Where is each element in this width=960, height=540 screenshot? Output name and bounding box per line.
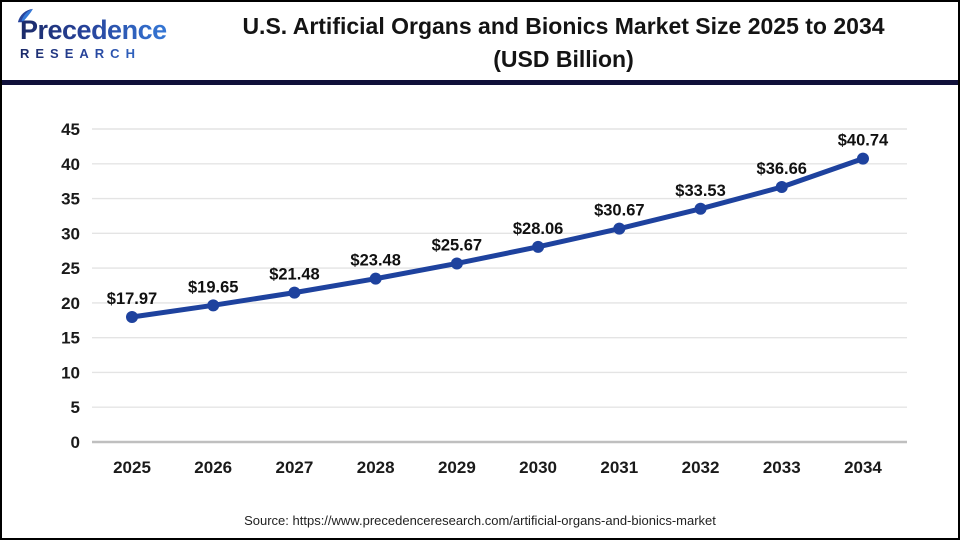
x-tick-label: 2028: [357, 458, 395, 477]
data-point: [613, 222, 626, 235]
data-point: [775, 181, 788, 194]
data-point-label: $23.48: [350, 252, 400, 270]
y-tick-label: 10: [61, 363, 80, 382]
data-point: [450, 257, 463, 270]
y-tick-label: 45: [61, 120, 80, 139]
data-point-label: $30.67: [594, 202, 644, 220]
data-point: [207, 299, 220, 312]
y-tick-label: 0: [71, 433, 80, 452]
data-point-label: $36.66: [757, 160, 807, 178]
data-point-label: $17.97: [107, 290, 157, 308]
y-tick-label: 20: [61, 294, 80, 313]
x-tick-label: 2030: [519, 458, 557, 477]
data-point-label: $25.67: [432, 236, 482, 254]
data-point: [126, 311, 138, 324]
line-chart: 051015202530354045$17.97$19.65$21.48$23.…: [61, 120, 907, 477]
chart-title-line1: U.S. Artificial Organs and Bionics Marke…: [242, 13, 885, 39]
x-tick-label: 2026: [194, 458, 232, 477]
header: Precedence RESEARCH U.S. Artificial Orga…: [2, 2, 958, 80]
data-point: [532, 240, 545, 253]
x-tick-label: 2029: [438, 458, 476, 477]
x-tick-label: 2031: [600, 458, 638, 477]
logo-wordmark: Precedence: [17, 8, 170, 45]
logo-subtitle: RESEARCH: [20, 46, 170, 61]
chart-title: U.S. Artificial Organs and Bionics Marke…: [177, 10, 950, 76]
x-tick-label: 2033: [763, 458, 801, 477]
y-tick-label: 15: [61, 329, 80, 348]
leaf-icon: [17, 8, 33, 23]
precedence-research-logo: Precedence RESEARCH: [17, 8, 170, 61]
data-point-label: $33.53: [675, 182, 725, 200]
header-separator: [2, 80, 958, 85]
y-tick-label: 5: [71, 398, 80, 417]
y-tick-label: 25: [61, 259, 80, 278]
y-tick-label: 40: [61, 155, 80, 174]
data-point-label: $28.06: [513, 220, 563, 238]
trend-line: [129, 156, 866, 320]
x-tick-label: 2025: [113, 458, 151, 477]
y-tick-label: 30: [61, 224, 80, 243]
x-tick-label: 2034: [844, 458, 882, 477]
data-point-label: $21.48: [269, 266, 319, 284]
data-point: [856, 152, 869, 165]
chart-title-line2: (USD Billion): [493, 46, 634, 72]
data-point: [694, 202, 707, 215]
logo-name: Precedence: [20, 15, 167, 45]
data-point: [369, 272, 382, 285]
y-tick-label: 35: [61, 190, 80, 209]
x-tick-label: 2027: [276, 458, 314, 477]
data-point-label: $19.65: [188, 278, 238, 296]
source-citation: Source: https://www.precedenceresearch.c…: [244, 513, 716, 528]
x-tick-label: 2032: [682, 458, 720, 477]
data-point-label: $40.74: [838, 132, 889, 150]
data-point: [288, 286, 301, 299]
